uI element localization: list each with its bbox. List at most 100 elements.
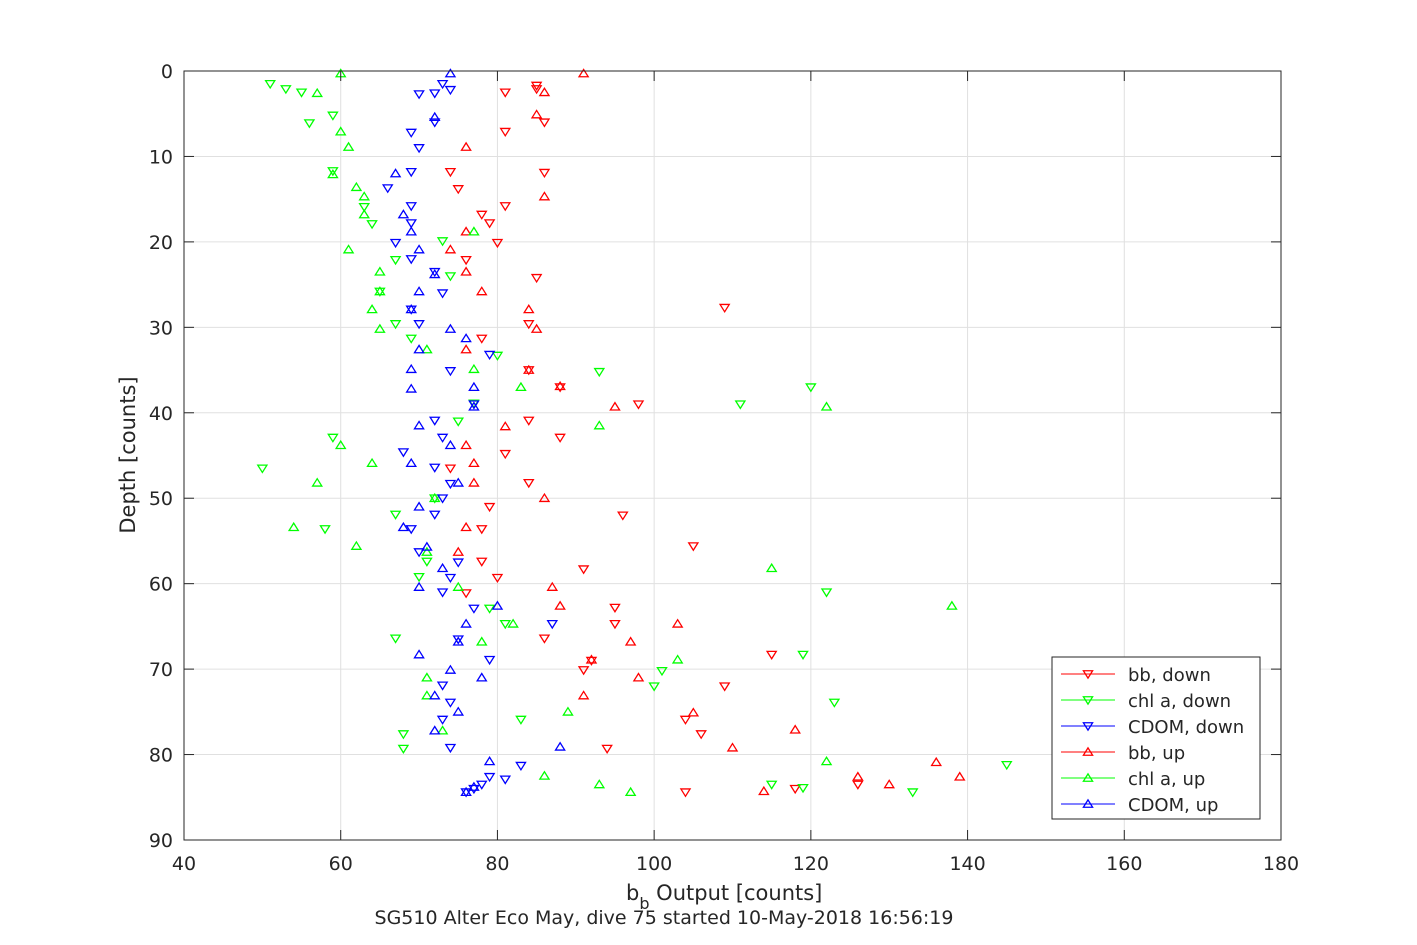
data-point [577,666,590,676]
y-tick-label: 70 [149,659,173,681]
data-point [295,88,308,98]
data-point [805,383,817,393]
data-point [287,521,300,532]
data-point [765,780,778,790]
data-point [538,770,551,780]
data-point [491,600,504,610]
data-point [444,479,457,490]
x-tick-label: 80 [485,853,509,875]
data-point [522,304,535,314]
data-point [311,87,323,98]
data-point [632,400,645,410]
data-point [718,303,731,314]
data-point [546,581,559,591]
data-point [413,244,425,254]
data-point [468,457,480,468]
data-point [530,273,543,284]
data-point [421,557,433,567]
data-point [444,439,457,450]
data-point [577,565,590,575]
data-point [405,167,418,178]
data-point [405,219,418,229]
data-point [483,655,496,666]
data-point [554,380,566,391]
data-point [468,363,480,374]
y-tick-label: 0 [161,61,173,83]
data-point [499,619,512,630]
y-tick-label: 40 [149,403,173,425]
data-point [522,364,535,374]
data-point [546,619,559,630]
data-point [327,167,339,177]
data-point [789,784,801,795]
data-point [428,111,441,122]
data-point [475,334,488,344]
data-point [444,367,457,377]
y-tick-label: 30 [149,317,173,339]
data-point [687,542,700,552]
data-point [687,707,700,717]
data-point [444,664,457,674]
data-point [499,421,512,431]
data-point [483,604,496,614]
data-point [624,786,637,797]
legend-label: chl a, up [1128,769,1205,790]
data-point [374,286,386,296]
data-point [452,185,465,195]
data-point [405,457,418,468]
y-tick-label: 50 [149,488,173,510]
data-point [413,320,425,330]
data-point [366,220,378,230]
y-axis-label: Depth [counts] [116,376,140,533]
data-point [413,420,425,430]
series-5 [389,68,566,797]
data-point [695,730,707,740]
data-point [530,323,543,333]
data-point [327,433,339,443]
data-point [428,416,441,426]
data-point [468,381,480,392]
data-point [491,573,504,584]
data-point [475,636,488,646]
data-point [491,351,504,361]
data-point [350,181,363,192]
data-point [334,439,347,450]
data-point [468,477,480,487]
data-point [405,304,418,314]
data-point [421,672,433,682]
x-tick-label: 160 [1106,853,1142,875]
legend-label: bb, up [1128,743,1185,764]
data-point [327,169,339,179]
data-point [436,433,449,443]
x-axis-label-subscript: b [639,894,649,913]
data-point [389,634,402,644]
data-point [280,85,292,95]
data-point [648,682,660,692]
x-tick-label: 60 [329,853,353,875]
y-tick-label: 90 [149,830,173,852]
data-point [538,168,551,179]
data-point [483,350,496,361]
data-point [468,400,480,410]
data-point [444,85,457,96]
series-3 [444,68,966,796]
data-point [609,603,621,613]
data-point [906,788,919,798]
data-point [460,333,472,343]
data-point [538,118,551,128]
data-point [460,439,472,450]
x-axis-label: bb Output [counts] [626,881,822,913]
data-point [515,715,527,725]
data-point [428,268,441,279]
data-point [577,690,590,700]
data-point [679,788,692,798]
data-point [397,209,410,219]
data-point [397,521,410,532]
legend-marker [1082,722,1094,732]
data-point [475,672,488,682]
legend-marker [1082,798,1094,808]
data-point [413,90,425,100]
data-point [499,449,512,460]
data-point [421,546,433,556]
x-tick-label: 120 [793,853,829,875]
